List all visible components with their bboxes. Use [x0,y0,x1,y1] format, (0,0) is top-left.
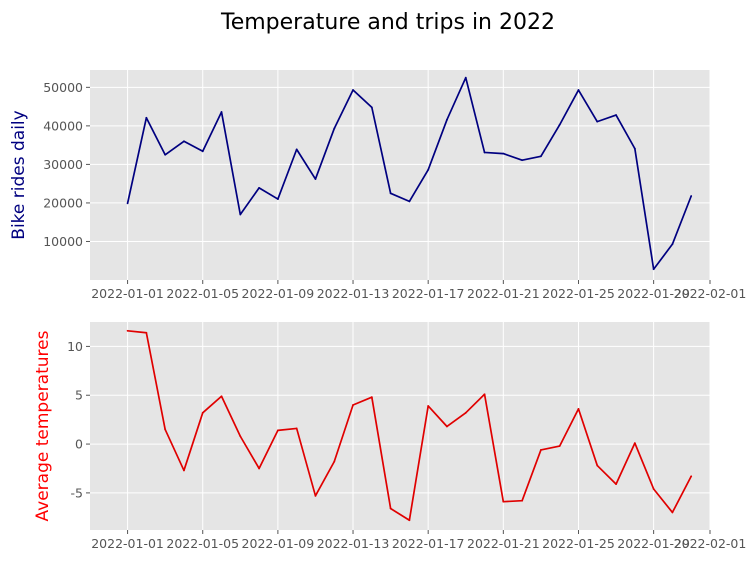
y-axis-label: Average temperatures [33,330,53,521]
data-point [596,120,599,123]
x-tick-label: 2022-01-09 [242,536,315,551]
data-point [220,395,223,398]
y-tick-label: 40000 [43,118,83,133]
x-tick-label: 2022-02-01 [674,286,747,301]
data-point [295,427,298,430]
data-point [427,405,430,407]
data-point [258,187,260,189]
data-point [164,428,167,431]
data-point [201,150,204,153]
x-tick-label: 2022-01-17 [392,536,465,551]
data-point [352,89,354,91]
data-point [652,488,655,490]
y-tick-label: 20000 [43,195,83,210]
y-tick-label: 10000 [43,234,83,249]
data-point [126,202,129,205]
data-point [633,442,636,444]
plot-area [90,322,710,530]
y-tick-label: 5 [75,388,83,403]
data-point [389,507,392,510]
data-point [183,140,185,143]
x-tick-label: 2022-01-29 [617,286,690,301]
y-axis-label: Bike rides daily [9,110,29,239]
data-point [446,118,448,121]
data-point [577,408,580,410]
data-point [652,268,655,271]
data-point [220,111,223,113]
data-point [690,195,693,197]
x-tick-label: 2022-01-21 [467,286,540,301]
data-point [502,500,505,503]
data-point [295,148,298,151]
rides-subplot: 2022-01-01 2022-01-05 2022-01-09 2022-01-13… [9,70,746,301]
data-point [408,519,411,522]
x-tick-label: 2022-01-05 [166,286,239,301]
data-point [521,499,524,502]
data-point [521,159,524,162]
data-point [126,329,129,332]
data-point [201,411,204,414]
figure-title: Temperature and trips in 2022 [220,10,555,35]
data-point [164,153,167,156]
x-tick-label: 2022-01-17 [392,286,465,301]
data-point [258,467,260,470]
data-point [540,155,542,158]
data-point [671,511,674,514]
data-point [389,192,392,195]
data-point [333,127,336,130]
y-tick-label: 10 [67,339,83,354]
x-tick-label: 2022-01-05 [166,536,239,551]
data-point [427,168,430,171]
data-point [483,151,486,154]
data-point [276,429,279,432]
data-point [615,483,617,485]
data-point [333,460,336,463]
data-point [408,200,411,203]
plot-area [90,70,710,280]
data-point [558,123,561,126]
temperature-subplot: 2022-01-01 2022-01-05 2022-01-09 2022-01-13… [33,322,746,551]
data-point [370,396,373,399]
data-point [502,152,505,155]
data-point [239,435,242,438]
data-point [596,464,599,467]
data-point [352,404,354,406]
data-point [671,243,674,246]
data-point [633,147,636,150]
x-tick-label: 2022-01-25 [542,536,615,551]
x-tick-label: 2022-01-09 [242,286,315,301]
data-point [446,425,448,428]
data-point [690,475,693,478]
data-point [145,331,148,334]
data-point [314,178,317,180]
y-tick-label: -5 [71,485,83,500]
data-point [464,76,467,79]
data-point [615,114,617,116]
data-point [464,411,467,414]
data-point [145,116,148,119]
x-tick-label: 2022-01-21 [467,536,540,551]
x-tick-label: 2022-01-01 [91,536,164,551]
data-point [314,494,317,497]
data-point [370,106,373,109]
data-point [558,445,561,447]
data-point [577,89,580,91]
x-tick-label: 2022-01-13 [317,536,390,551]
y-tick-label: 0 [75,437,83,452]
data-point [276,198,279,200]
x-tick-label: 2022-01-29 [617,536,690,551]
data-point [183,469,185,472]
x-tick-label: 2022-02-01 [674,536,747,551]
data-point [540,449,542,451]
x-tick-label: 2022-01-01 [91,286,164,301]
x-tick-label: 2022-01-13 [317,286,390,301]
data-point [239,213,242,216]
x-tick-label: 2022-01-25 [542,286,615,301]
y-tick-label: 50000 [43,80,83,95]
y-tick-label: 30000 [43,157,83,172]
data-point [483,393,486,396]
